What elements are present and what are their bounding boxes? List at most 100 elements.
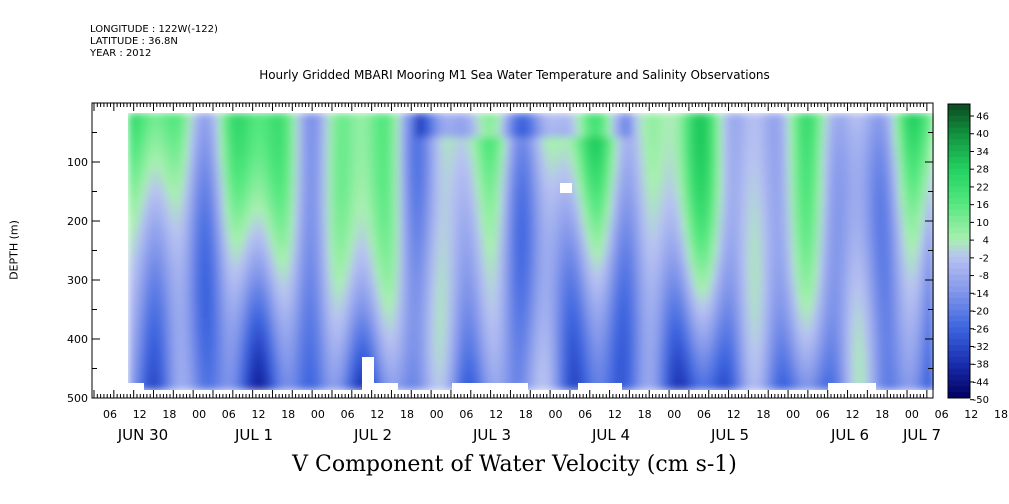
field-cell xyxy=(299,269,305,277)
field-cell xyxy=(299,167,305,174)
field-cell xyxy=(304,311,310,319)
field-cell xyxy=(158,197,164,204)
field-cell xyxy=(218,209,225,216)
field-cell xyxy=(289,155,295,162)
field-cell xyxy=(596,329,603,337)
field-cell xyxy=(525,269,532,277)
field-cell xyxy=(646,173,653,180)
field-cell xyxy=(672,197,678,204)
field-cell xyxy=(133,371,139,379)
field-cell xyxy=(450,329,457,337)
field-cell xyxy=(430,221,436,229)
field-cell xyxy=(586,335,593,343)
field-cell xyxy=(158,371,164,379)
field-cell xyxy=(465,191,472,198)
field-cell xyxy=(505,119,512,126)
field-cell xyxy=(379,365,386,373)
field-cell xyxy=(374,269,381,277)
field-cell xyxy=(284,299,290,307)
field-cell xyxy=(616,365,623,373)
field-cell xyxy=(596,161,603,168)
field-cell xyxy=(289,167,295,174)
field-cell xyxy=(394,197,401,204)
field-cell xyxy=(425,137,431,144)
field-cell xyxy=(460,347,467,355)
field-cell xyxy=(379,215,386,222)
field-cell xyxy=(626,131,633,138)
field-cell xyxy=(591,203,598,210)
field-cell xyxy=(253,245,260,253)
field-cell xyxy=(354,353,361,361)
field-cell xyxy=(626,137,633,144)
field-cell xyxy=(253,185,260,192)
field-cell xyxy=(470,359,477,367)
field-cell xyxy=(631,197,638,204)
field-cell xyxy=(389,161,396,168)
field-cell xyxy=(153,293,159,301)
field-cell xyxy=(173,215,179,222)
field-cell xyxy=(314,341,321,349)
field-cell xyxy=(269,251,275,259)
field-cell xyxy=(661,197,668,204)
field-cell xyxy=(430,341,436,349)
field-cell xyxy=(339,287,346,295)
field-cell xyxy=(213,257,220,265)
field-cell xyxy=(606,155,613,162)
field-cell xyxy=(238,251,245,259)
field-cell xyxy=(651,251,658,259)
field-cell xyxy=(621,173,628,180)
field-cell xyxy=(621,323,628,331)
field-cell xyxy=(536,263,542,271)
field-cell xyxy=(485,311,492,319)
field-cell xyxy=(415,269,421,277)
field-cell xyxy=(269,359,275,367)
field-cell xyxy=(344,287,351,295)
field-cell xyxy=(248,119,255,126)
field-cell xyxy=(495,131,502,138)
field-cell xyxy=(601,137,608,144)
field-cell xyxy=(168,155,174,162)
field-cell xyxy=(354,281,361,289)
field-cell xyxy=(364,137,371,144)
field-cell xyxy=(394,143,401,150)
field-cell xyxy=(198,143,205,150)
field-cell xyxy=(304,125,310,132)
field-cell xyxy=(551,251,557,259)
field-cell xyxy=(284,287,290,295)
field-cell xyxy=(274,293,280,301)
field-cell xyxy=(420,161,426,168)
field-cell xyxy=(621,251,628,259)
field-cell xyxy=(495,305,502,313)
field-cell xyxy=(168,143,174,150)
field-cell xyxy=(536,215,542,222)
field-cell xyxy=(188,149,195,156)
field-cell xyxy=(415,131,421,138)
field-cell xyxy=(430,215,436,222)
field-cell xyxy=(435,263,441,271)
field-cell xyxy=(208,191,215,198)
field-cell xyxy=(223,323,230,331)
field-cell xyxy=(264,359,270,367)
field-cell xyxy=(410,347,416,355)
field-cell xyxy=(616,131,623,138)
field-cell xyxy=(571,137,577,144)
field-cell xyxy=(218,167,225,174)
field-cell xyxy=(505,125,512,132)
field-cell xyxy=(253,119,260,126)
field-cell xyxy=(193,167,200,174)
field-cell xyxy=(445,251,451,259)
field-cell xyxy=(460,287,467,295)
field-cell xyxy=(299,335,305,343)
field-cell xyxy=(667,269,673,277)
field-cell xyxy=(631,341,638,349)
field-cell xyxy=(233,137,240,144)
field-cell xyxy=(269,371,275,379)
field-cell xyxy=(138,185,144,192)
field-cell xyxy=(667,293,673,301)
field-cell xyxy=(606,263,613,271)
field-cell xyxy=(223,185,230,192)
field-cell xyxy=(606,143,613,150)
field-cell xyxy=(128,341,134,349)
field-cell xyxy=(379,155,386,162)
field-cell xyxy=(168,323,174,331)
